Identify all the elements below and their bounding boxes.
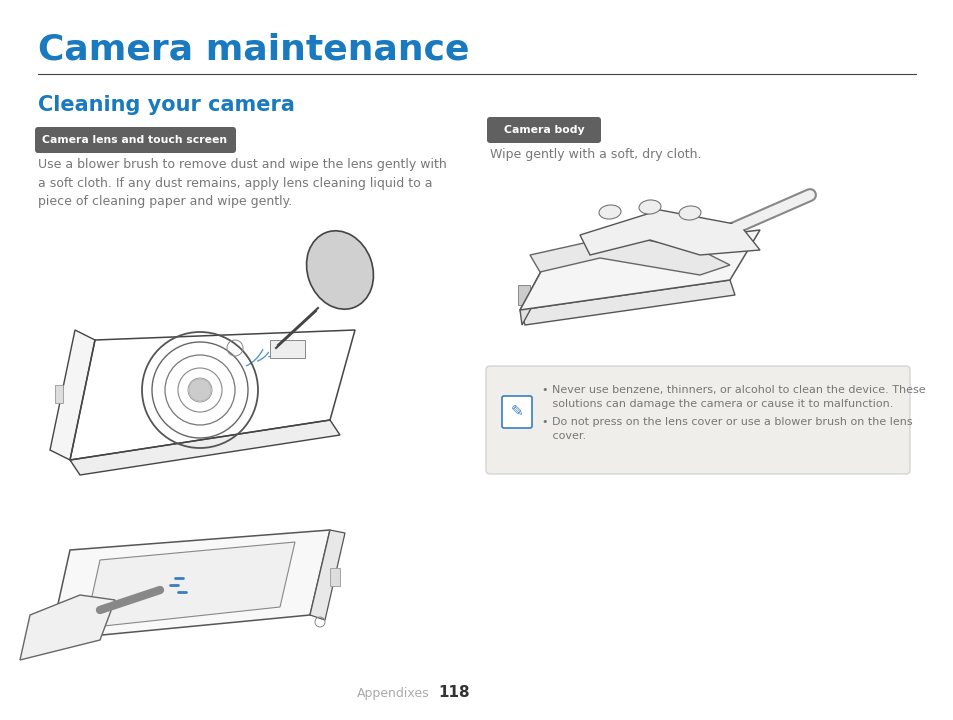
Ellipse shape: [598, 205, 620, 219]
Polygon shape: [530, 235, 729, 275]
Polygon shape: [519, 280, 734, 325]
Bar: [517, 285, 530, 305]
FancyBboxPatch shape: [501, 396, 532, 428]
Text: solutions can damage the camera or cause it to malfunction.: solutions can damage the camera or cause…: [541, 399, 892, 409]
Text: 118: 118: [437, 685, 469, 700]
Text: • Do not press on the lens cover or use a blower brush on the lens: • Do not press on the lens cover or use …: [541, 417, 912, 427]
Ellipse shape: [306, 231, 373, 309]
Circle shape: [189, 379, 211, 401]
Polygon shape: [310, 530, 345, 620]
Text: ✎: ✎: [510, 405, 523, 420]
Bar: [330, 568, 339, 586]
Polygon shape: [70, 420, 339, 475]
Text: Camera maintenance: Camera maintenance: [38, 32, 469, 66]
Polygon shape: [519, 255, 552, 325]
Bar: [599, 285, 619, 293]
Text: Camera body: Camera body: [503, 125, 583, 135]
Text: cover.: cover.: [541, 431, 585, 441]
Text: Cleaning your camera: Cleaning your camera: [38, 95, 294, 115]
Polygon shape: [85, 542, 294, 628]
FancyBboxPatch shape: [35, 127, 235, 153]
Bar: [270, 340, 305, 358]
FancyBboxPatch shape: [486, 117, 600, 143]
Polygon shape: [50, 530, 330, 640]
Bar: [55, 385, 63, 403]
Text: Camera lens and touch screen: Camera lens and touch screen: [42, 135, 228, 145]
FancyBboxPatch shape: [485, 366, 909, 474]
Text: Appendixes: Appendixes: [357, 687, 430, 700]
Text: • Never use benzene, thinners, or alcohol to clean the device. These: • Never use benzene, thinners, or alcoho…: [541, 385, 924, 395]
Text: Wipe gently with a soft, dry cloth.: Wipe gently with a soft, dry cloth.: [490, 148, 700, 161]
Polygon shape: [579, 210, 760, 255]
Ellipse shape: [639, 200, 660, 214]
Polygon shape: [519, 230, 760, 310]
Polygon shape: [50, 330, 95, 460]
Polygon shape: [20, 595, 115, 660]
Ellipse shape: [679, 206, 700, 220]
Text: Use a blower brush to remove dust and wipe the lens gently with
a soft cloth. If: Use a blower brush to remove dust and wi…: [38, 158, 446, 208]
